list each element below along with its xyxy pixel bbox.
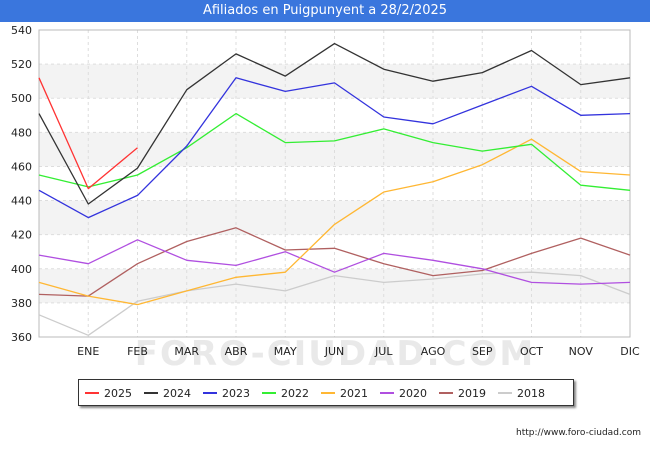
x-tick-label: JUN (324, 345, 345, 358)
y-tick-label: 460 (11, 160, 32, 173)
x-tick-label: ABR (225, 345, 248, 358)
legend-swatch (380, 392, 394, 394)
band (39, 64, 630, 99)
chart-title: Afiliados en Puigpunyent a 28/2/2025 (0, 0, 650, 22)
x-tick-label: DIC (620, 345, 640, 358)
series-line-2023 (38, 77, 631, 219)
grid-lines (38, 29, 631, 338)
legend-item-2024: 2024 (144, 386, 191, 400)
plot-border (38, 29, 631, 338)
legend-swatch (262, 392, 276, 394)
series-line-2022 (38, 112, 631, 191)
x-axis-ticks: ENE FEB MAR ABR MAY JUN JUL AGO SEP OCT NOV DIC (77, 345, 640, 358)
x-tick-label: JUL (374, 345, 393, 358)
legend-item-2022: 2022 (262, 386, 309, 400)
legend-item-2019: 2019 (439, 386, 486, 400)
y-tick-label: 480 (11, 126, 32, 139)
series-line-2021 (38, 138, 631, 306)
legend-label: 2025 (104, 386, 132, 400)
legend-label: 2023 (222, 386, 250, 400)
band (39, 132, 630, 167)
band (39, 234, 630, 269)
legend: 2025 2024 2023 2022 2021 2020 2019 2018 (78, 379, 574, 406)
x-tick-label: OCT (520, 345, 543, 358)
legend-label: 2022 (281, 386, 309, 400)
y-tick-label: 540 (11, 24, 32, 37)
legend-swatch (85, 392, 99, 394)
legend-label: 2018 (517, 386, 545, 400)
band (39, 166, 630, 201)
legend-item-2023: 2023 (203, 386, 250, 400)
legend-item-2020: 2020 (380, 386, 427, 400)
x-tick-label: MAR (174, 345, 199, 358)
x-tick-label: NOV (569, 345, 594, 358)
y-tick-label: 420 (11, 229, 32, 242)
x-tick-label: ENE (77, 345, 99, 358)
series-line-2019 (38, 227, 631, 297)
footer-url[interactable]: http://www.foro-ciudad.com (516, 428, 641, 438)
legend-swatch (144, 392, 158, 394)
legend-item-2018: 2018 (498, 386, 545, 400)
y-axis-ticks: 360 380 400 420 440 460 480 500 520 540 (11, 24, 32, 344)
y-tick-label: 520 (11, 58, 32, 71)
series-lines (38, 42, 631, 336)
y-tick-label: 500 (11, 92, 32, 105)
y-tick-label: 380 (11, 297, 32, 310)
legend-swatch (498, 392, 512, 394)
x-tick-label: MAY (274, 345, 297, 358)
series-line-2024 (38, 42, 631, 205)
watermark: FORO-CIUDAD.COM (135, 334, 536, 374)
legend-swatch (203, 392, 217, 394)
legend-label: 2019 (458, 386, 486, 400)
legend-item-2021: 2021 (321, 386, 368, 400)
series-line-2018 (38, 271, 631, 336)
x-tick-label: AGO (421, 345, 446, 358)
legend-swatch (439, 392, 453, 394)
y-tick-label: 440 (11, 195, 32, 208)
series-line-2025 (38, 77, 138, 190)
legend-item-2025: 2025 (85, 386, 132, 400)
legend-label: 2021 (340, 386, 368, 400)
legend-label: 2024 (163, 386, 191, 400)
series-line-2020 (38, 239, 631, 285)
x-tick-label: FEB (127, 345, 148, 358)
band (39, 268, 630, 303)
y-tick-label: 400 (11, 263, 32, 276)
legend-label: 2020 (399, 386, 427, 400)
y-tick-label: 360 (11, 331, 32, 344)
band (39, 30, 630, 65)
x-tick-label: SEP (472, 345, 493, 358)
legend-swatch (321, 392, 335, 394)
